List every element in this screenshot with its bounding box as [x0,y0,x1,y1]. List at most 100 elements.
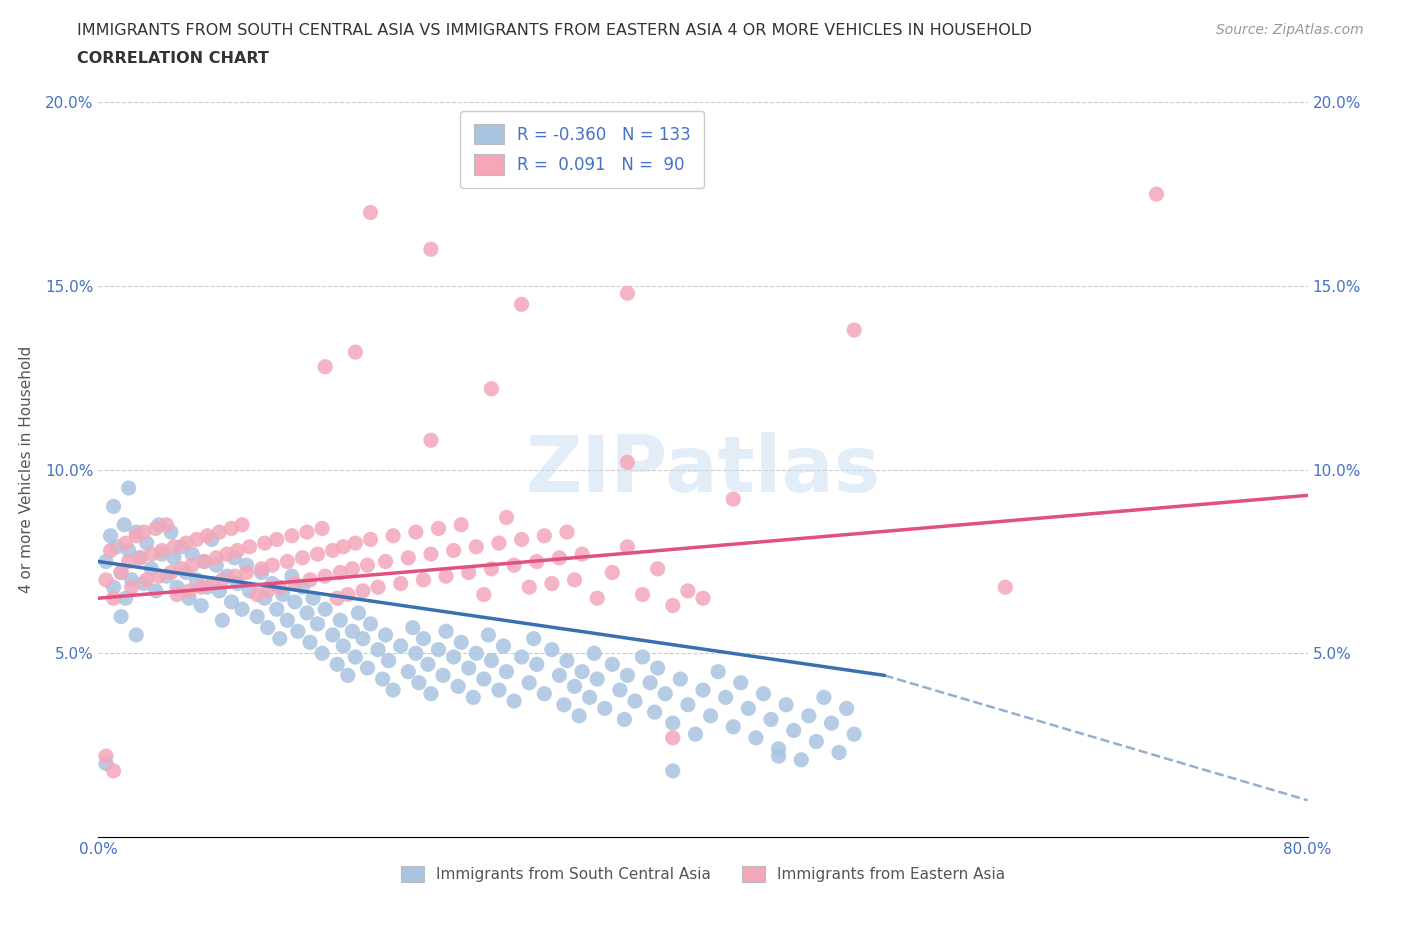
Point [347,605,370,620]
Point [699,709,721,724]
Point [299,635,322,650]
Point [135,536,157,551]
Point [510,649,533,664]
Point [752,686,775,701]
Point [616,455,638,470]
Point [311,645,333,660]
Point [94,572,117,588]
Point [564,572,586,588]
Point [647,562,669,577]
Point [783,723,806,737]
Point [624,694,647,709]
Point [555,653,578,668]
Point [125,528,148,543]
Point [125,525,148,539]
Point [128,551,150,565]
Point [336,668,359,683]
Point [481,562,503,577]
Point [768,749,790,764]
Point [114,591,136,605]
Point [994,579,1017,594]
Point [434,624,457,639]
Point [723,492,745,507]
Point [465,645,488,660]
Point [211,572,233,588]
Point [118,481,141,496]
Text: Source: ZipAtlas.com: Source: ZipAtlas.com [1216,23,1364,37]
Point [564,679,586,694]
Point [150,547,173,562]
Point [256,583,278,598]
Point [231,517,253,532]
Point [820,716,842,731]
Point [676,698,699,712]
Point [408,675,430,690]
Point [246,609,269,624]
Point [291,579,314,594]
Point [389,576,412,591]
Point [224,551,246,565]
Point [314,569,336,584]
Point [685,726,707,741]
Point [457,660,479,675]
Point [208,525,231,539]
Point [420,686,443,701]
Point [586,671,609,686]
Point [269,631,291,646]
Point [377,653,399,668]
Point [510,532,533,547]
Point [389,639,412,654]
Point [412,631,434,646]
Point [266,532,288,547]
Point [450,635,472,650]
Point [427,521,450,536]
Text: ZIPatlas: ZIPatlas [526,432,880,508]
Point [287,624,309,639]
Point [443,649,465,664]
Point [602,565,624,580]
Point [420,547,443,562]
Point [488,536,510,551]
Point [352,631,374,646]
Point [517,675,540,690]
Point [160,525,183,539]
Point [416,657,439,671]
Point [844,726,866,741]
Point [396,551,419,565]
Point [609,683,631,698]
Point [269,579,291,594]
Point [768,741,790,756]
Point [616,539,638,554]
Point [344,536,367,551]
Point [813,690,835,705]
Point [692,591,714,605]
Point [253,591,276,605]
Point [517,579,540,594]
Point [205,551,228,565]
Point [281,569,304,584]
Point [644,705,666,720]
Point [405,525,427,539]
Point [121,572,143,588]
Point [215,569,238,584]
Point [329,613,352,628]
Point [276,554,298,569]
Point [271,587,294,602]
Point [503,558,526,573]
Point [170,539,193,554]
Text: CORRELATION CHART: CORRELATION CHART [77,51,269,66]
Point [224,569,246,584]
Point [661,716,683,731]
Point [193,554,215,569]
Point [262,576,284,591]
Point [692,683,714,698]
Point [118,543,141,558]
Point [163,539,186,554]
Point [195,579,218,594]
Text: IMMIGRANTS FROM SOUTH CENTRAL ASIA VS IMMIGRANTS FROM EASTERN ASIA 4 OR MORE VEH: IMMIGRANTS FROM SOUTH CENTRAL ASIA VS IM… [77,23,1032,38]
Point [170,562,193,577]
Point [555,525,578,539]
Point [190,579,212,594]
Point [526,657,548,671]
Point [174,565,197,580]
